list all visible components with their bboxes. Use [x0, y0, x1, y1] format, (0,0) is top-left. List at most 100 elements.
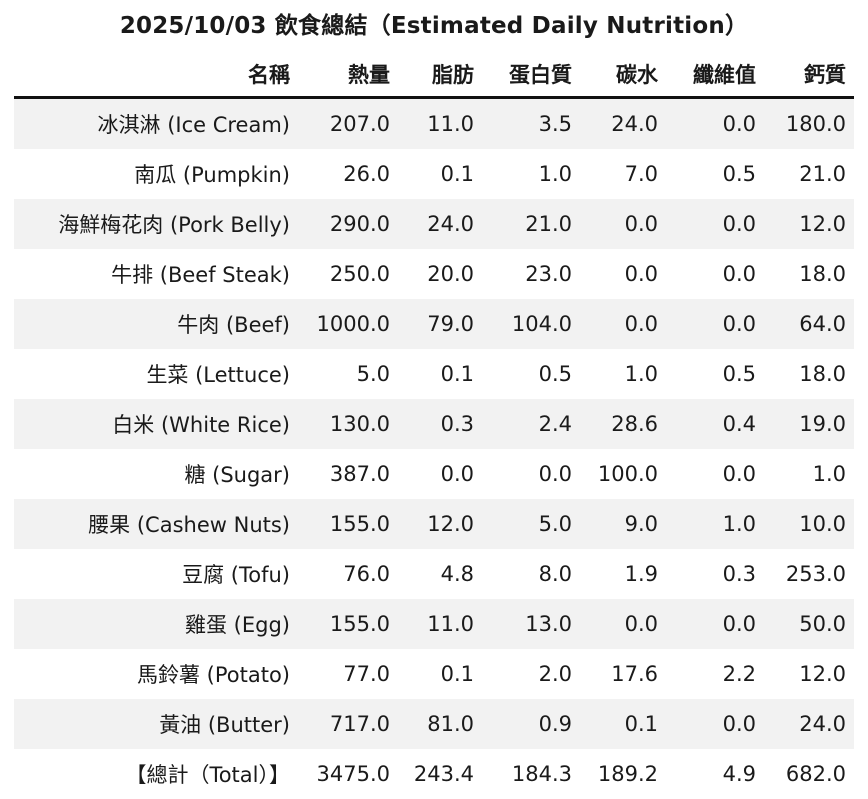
value-cell: 18.0 — [799, 362, 846, 386]
value-cell: 1.0 — [538, 162, 572, 186]
food-name-cell: 雞蛋 (Egg) — [14, 599, 298, 649]
table-body: 冰淇淋 (Ice Cream) 207.0 11.0 3.5 24.0 0.0 180.0 南… — [14, 97, 854, 799]
table-row: 牛肉 (Beef) 1000.0 79.0 104.0 0.0 0.0 64.0 — [14, 299, 854, 349]
total-label-cell: 【總計（Total）】 — [14, 749, 298, 799]
value-cell: 12.0 — [764, 199, 854, 249]
value-cell: 76.0 — [343, 562, 390, 586]
value-cell: 24.0 — [580, 97, 666, 149]
value-cell: 0.0 — [722, 462, 756, 486]
value-cell: 1.9 — [624, 562, 658, 586]
value-cell: 0.3 — [722, 562, 756, 586]
value-cell: 21.0 — [799, 162, 846, 186]
value-cell: 0.5 — [538, 362, 572, 386]
food-name-cell: 馬鈴薯 (Potato) — [136, 663, 290, 687]
value-cell: 207.0 — [298, 97, 398, 149]
value-cell: 12.0 — [799, 662, 846, 686]
value-cell: 26.0 — [343, 162, 390, 186]
value-cell: 0.4 — [666, 399, 764, 449]
column-header-5: 纖維值 — [666, 52, 764, 99]
food-name-cell: 冰淇淋 (Ice Cream) — [14, 97, 298, 149]
value-cell: 28.6 — [580, 399, 666, 449]
value-cell: 2.2 — [722, 662, 756, 686]
value-cell: 0.1 — [440, 162, 474, 186]
value-cell: 0.0 — [580, 599, 666, 649]
value-cell: 0.5 — [722, 162, 756, 186]
food-name-cell: 海鮮梅花肉 (Pork Belly) — [14, 199, 298, 249]
column-header-6: 鈣質 — [764, 52, 854, 99]
table-row: 糖 (Sugar) 387.0 0.0 0.0 100.0 0.0 1.0 — [14, 449, 854, 499]
food-name-cell: 生菜 (Lettuce) — [146, 363, 290, 387]
value-cell: 24.0 — [398, 199, 482, 249]
value-cell: 4.8 — [440, 562, 474, 586]
value-cell: 0.0 — [666, 299, 764, 349]
value-cell: 0.0 — [666, 699, 764, 749]
value-cell: 10.0 — [764, 499, 854, 549]
value-cell: 18.0 — [799, 262, 846, 286]
table-row: 生菜 (Lettuce) 5.0 0.1 0.5 1.0 0.5 18.0 — [14, 349, 854, 399]
table-row: 牛排 (Beef Steak) 250.0 20.0 23.0 0.0 0.0 18.0 — [14, 249, 854, 299]
value-cell: 8.0 — [538, 562, 572, 586]
value-cell: 5.0 — [356, 362, 390, 386]
header-row: 名稱 熱量 脂肪 蛋白質 碳水 纖維值 鈣質 — [14, 52, 854, 99]
value-cell: 77.0 — [343, 662, 390, 686]
value-cell: 11.0 — [398, 599, 482, 649]
food-name-cell: 糖 (Sugar) — [184, 463, 290, 487]
food-name-cell: 腰果 (Cashew Nuts) — [14, 499, 298, 549]
table-row: 黃油 (Butter) 717.0 81.0 0.9 0.1 0.0 24.0 — [14, 699, 854, 749]
total-value-cell: 4.9 — [666, 749, 764, 799]
food-name-cell: 牛排 (Beef Steak) — [111, 263, 290, 287]
value-cell: 13.0 — [482, 599, 580, 649]
food-name-cell: 南瓜 (Pumpkin) — [134, 163, 290, 187]
value-cell: 155.0 — [298, 599, 398, 649]
value-cell: 0.9 — [482, 699, 580, 749]
value-cell: 387.0 — [329, 462, 390, 486]
value-cell: 24.0 — [764, 699, 854, 749]
value-cell: 2.4 — [482, 399, 580, 449]
total-value-cell: 3475.0 — [298, 749, 398, 799]
table-row: 雞蛋 (Egg) 155.0 11.0 13.0 0.0 0.0 50.0 — [14, 599, 854, 649]
value-cell: 253.0 — [785, 562, 846, 586]
value-cell: 155.0 — [298, 499, 398, 549]
total-value-cell: 682.0 — [764, 749, 854, 799]
table-row: 冰淇淋 (Ice Cream) 207.0 11.0 3.5 24.0 0.0 180.0 — [14, 97, 854, 149]
value-cell: 290.0 — [298, 199, 398, 249]
value-cell: 180.0 — [764, 97, 854, 149]
value-cell: 5.0 — [482, 499, 580, 549]
value-cell: 11.0 — [398, 97, 482, 149]
value-cell: 1.0 — [666, 499, 764, 549]
column-header-1: 熱量 — [298, 52, 398, 99]
value-cell: 0.3 — [398, 399, 482, 449]
value-cell: 79.0 — [398, 299, 482, 349]
table-row: 白米 (White Rice) 130.0 0.3 2.4 28.6 0.4 19.0 — [14, 399, 854, 449]
column-header-2: 脂肪 — [398, 52, 482, 99]
value-cell: 0.0 — [580, 299, 666, 349]
column-header-3: 蛋白質 — [482, 52, 580, 99]
value-cell: 0.0 — [666, 599, 764, 649]
food-name-cell: 黃油 (Butter) — [14, 699, 298, 749]
value-cell: 130.0 — [298, 399, 398, 449]
table-row: 南瓜 (Pumpkin) 26.0 0.1 1.0 7.0 0.5 21.0 — [14, 149, 854, 199]
value-cell: 7.0 — [624, 162, 658, 186]
column-header-4: 碳水 — [580, 52, 666, 99]
total-value-cell: 184.3 — [482, 749, 580, 799]
value-cell: 17.6 — [611, 662, 658, 686]
value-cell: 3.5 — [482, 97, 580, 149]
total-value-cell: 189.2 — [580, 749, 666, 799]
value-cell: 0.0 — [666, 199, 764, 249]
value-cell: 717.0 — [298, 699, 398, 749]
value-cell: 0.1 — [440, 662, 474, 686]
value-cell: 0.0 — [722, 262, 756, 286]
value-cell: 21.0 — [482, 199, 580, 249]
value-cell: 19.0 — [764, 399, 854, 449]
table-row: 馬鈴薯 (Potato) 77.0 0.1 2.0 17.6 2.2 12.0 — [14, 649, 854, 699]
food-name-cell: 豆腐 (Tofu) — [182, 563, 290, 587]
value-cell: 2.0 — [538, 662, 572, 686]
value-cell: 0.0 — [624, 262, 658, 286]
table-title: 2025/10/03 飲食總結（Estimated Daily Nutritio… — [119, 13, 749, 39]
value-cell: 104.0 — [482, 299, 580, 349]
value-cell: 23.0 — [525, 262, 572, 286]
value-cell: 0.1 — [440, 362, 474, 386]
food-name-cell: 白米 (White Rice) — [14, 399, 298, 449]
value-cell: 1.0 — [812, 462, 846, 486]
